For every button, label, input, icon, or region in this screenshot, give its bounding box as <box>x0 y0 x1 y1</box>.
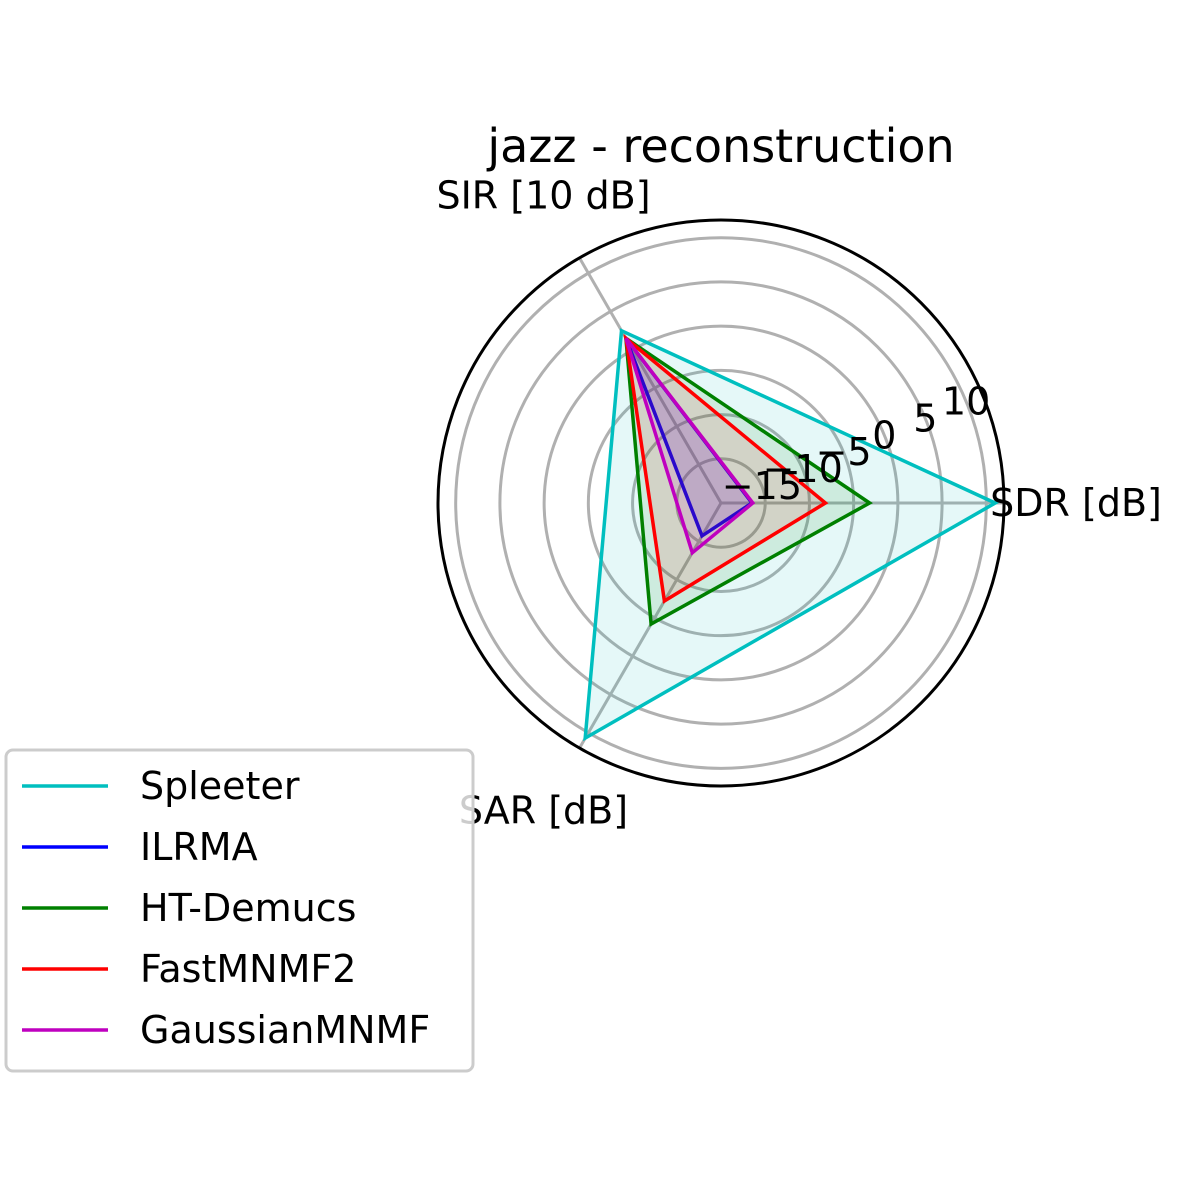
rtick-label-4: 5 <box>913 396 937 440</box>
rtick-label-2: −5 <box>816 430 872 474</box>
legend: Spleeter ILRMA HT-Demucs FastMNMF2 GaussianM… <box>4 748 475 1073</box>
legend-label-3: FastMNMF2 <box>140 947 356 991</box>
spoke-1 <box>578 257 723 504</box>
axis-label-2: SAR [dB] <box>459 788 628 832</box>
legend-label-2: HT-Demucs <box>140 886 356 930</box>
axis-label-0: SDR [dB] <box>990 481 1162 525</box>
axis-labels: SDR [dB] SIR [10 dB] SAR [dB] <box>436 174 1161 833</box>
chart-title: jazz - reconstruction <box>486 119 954 173</box>
rtick-label-0: −15 <box>722 464 802 508</box>
series-layer <box>583 328 1000 742</box>
radial-ticks: −15−10−5 0 5 10 <box>722 380 990 509</box>
series-fill-1 <box>625 338 752 536</box>
polar-grid <box>436 218 1006 788</box>
series-fill-4 <box>625 338 753 553</box>
rtick-label-1: −10 <box>763 447 843 491</box>
series-fill-2 <box>625 338 870 624</box>
axis-label-1: SIR [10 dB] <box>436 174 650 218</box>
rtick-label-3: 0 <box>872 413 896 457</box>
legend-frame <box>4 748 475 1073</box>
series-line-2 <box>623 334 873 627</box>
legend-label-1: ILRMA <box>140 825 258 869</box>
series-line-0 <box>583 328 1000 742</box>
series-line-3 <box>623 334 829 604</box>
legend-label-4: GaussianMNMF <box>140 1008 430 1052</box>
series-fill-0 <box>585 330 996 739</box>
legend-label-0: Spleeter <box>140 764 300 808</box>
outer-ring <box>436 218 1006 788</box>
series-line-4 <box>624 337 756 556</box>
rtick-label-5: 10 <box>942 380 990 424</box>
